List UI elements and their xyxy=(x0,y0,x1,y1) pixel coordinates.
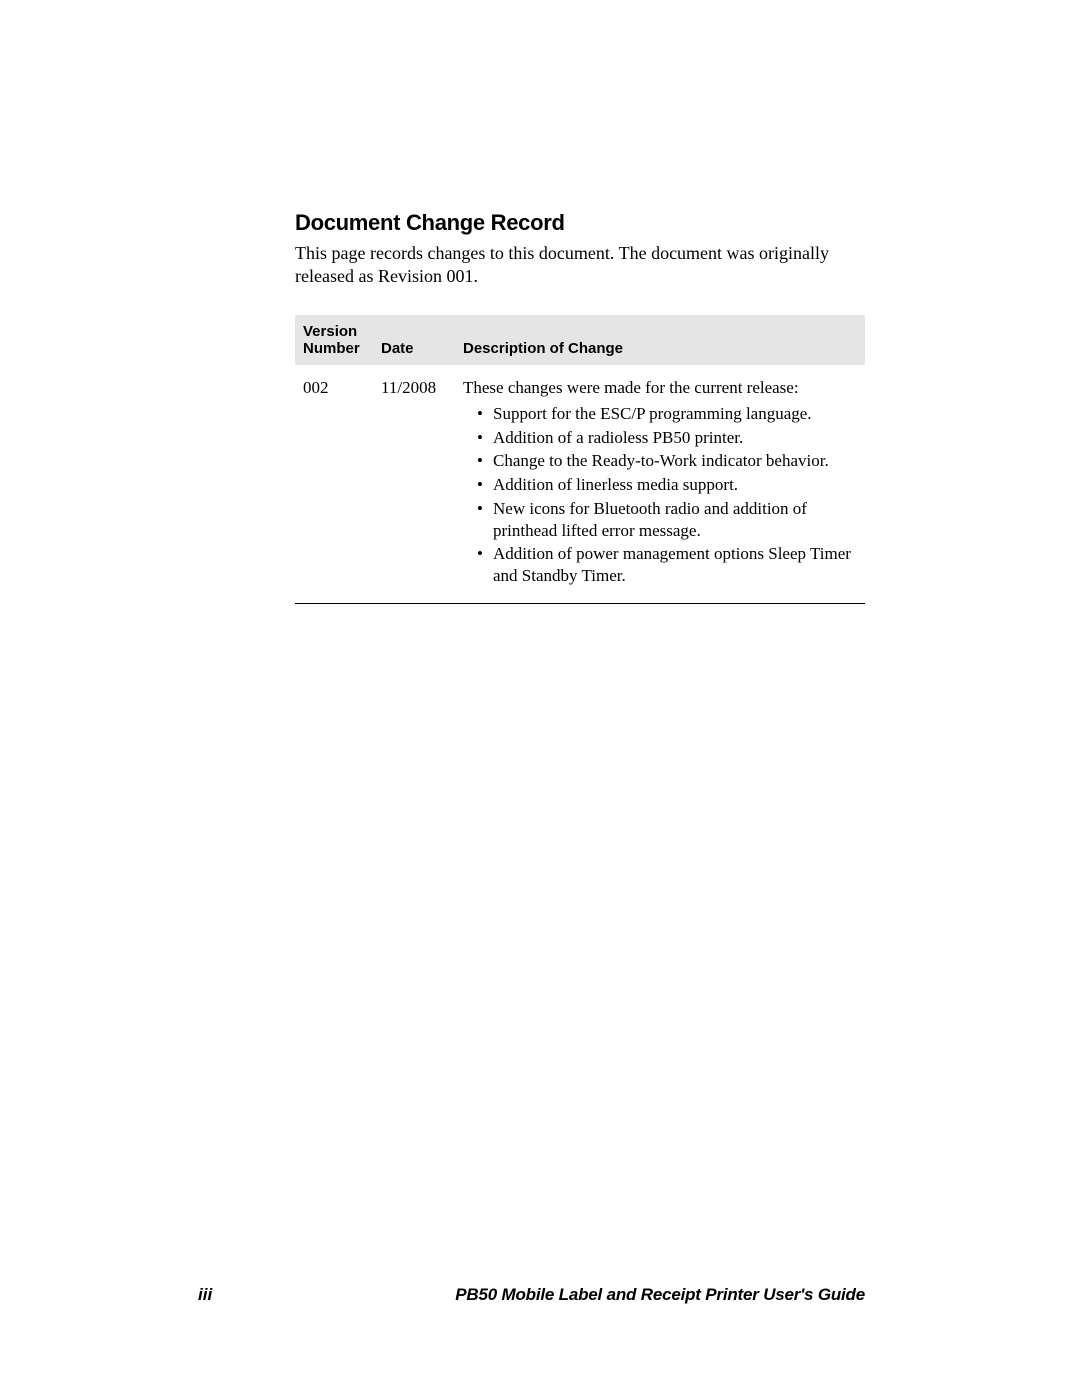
col-header-date: Date xyxy=(373,315,455,365)
page-number: iii xyxy=(198,1285,212,1305)
col-header-description: Description of Change xyxy=(455,315,865,365)
document-page: Document Change Record This page records… xyxy=(0,0,1080,604)
table-row: 002 11/2008 These changes were made for … xyxy=(295,365,865,603)
cell-description: These changes were made for the current … xyxy=(455,365,865,603)
cell-date: 11/2008 xyxy=(373,365,455,603)
change-intro-text: These changes were made for the current … xyxy=(463,377,857,399)
change-bullet: Change to the Ready-to-Work indicator be… xyxy=(477,450,857,472)
change-record-table: Version Number Date Description of Chang… xyxy=(295,315,865,604)
change-bullet: Support for the ESC/P programming langua… xyxy=(477,403,857,425)
col-header-version-line2: Number xyxy=(303,340,360,357)
change-bullet: Addition of a radioless PB50 printer. xyxy=(477,427,857,449)
section-title: Document Change Record xyxy=(295,210,865,236)
guide-title: PB50 Mobile Label and Receipt Printer Us… xyxy=(455,1285,865,1305)
change-bullet: Addition of power management options Sle… xyxy=(477,543,857,587)
change-bullet: Addition of linerless media support. xyxy=(477,474,857,496)
col-header-version-line1: Version xyxy=(303,323,357,340)
col-header-version: Version Number xyxy=(295,315,373,365)
change-bullet: New icons for Bluetooth radio and additi… xyxy=(477,498,857,542)
change-bullet-list: Support for the ESC/P programming langua… xyxy=(463,403,857,587)
table-header-row: Version Number Date Description of Chang… xyxy=(295,315,865,365)
cell-version: 002 xyxy=(295,365,373,603)
page-footer: iii PB50 Mobile Label and Receipt Printe… xyxy=(0,1285,1080,1305)
section-intro: This page records changes to this docume… xyxy=(295,242,865,287)
